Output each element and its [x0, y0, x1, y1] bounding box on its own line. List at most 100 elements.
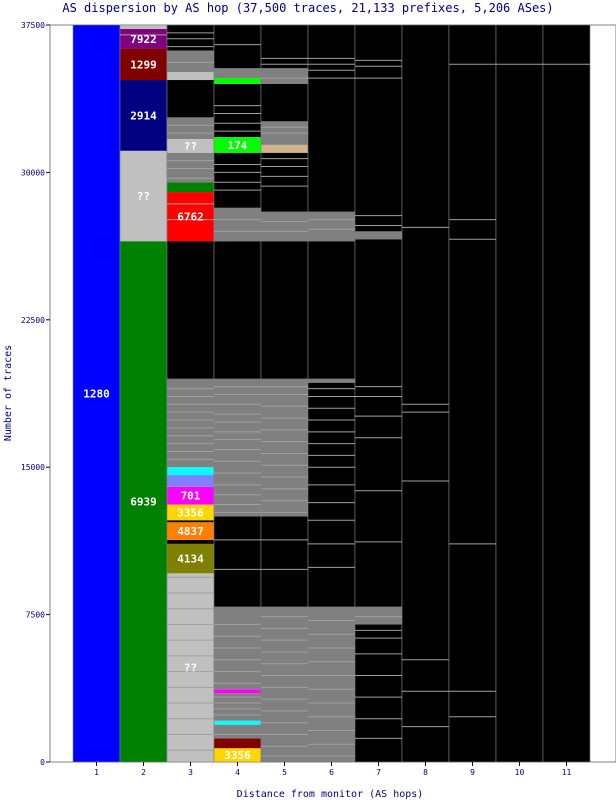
- bar-segment-hop-4-10: [214, 207, 261, 242]
- separator-lines: [120, 32, 590, 757]
- segment-label-hop-3: 701: [181, 490, 201, 503]
- bar-segment-hop-4-15: [214, 68, 261, 79]
- x-tick-label-9: 9: [470, 768, 475, 777]
- bar-segment-hop-3-9: [167, 378, 214, 468]
- bar-segment-hop-3-15: [167, 117, 214, 139]
- x-axis: 1 2 3 4 5 6 7 8 9 10 11: [94, 762, 571, 777]
- bar-segment-hop-3-14: [167, 138, 214, 153]
- bar-segment-hop-4-12: [214, 137, 261, 153]
- segment-label-hop-2: ??: [137, 190, 150, 203]
- y-tick-label-7500: 7500: [26, 611, 45, 620]
- x-tick-label-6: 6: [329, 768, 334, 777]
- bar-segment-hop-4-5: [214, 689, 261, 694]
- y-axis: 0 7500 15000 22500 30000 37500: [21, 21, 50, 767]
- bar-segment-hop-4-9: [214, 241, 261, 379]
- bar-segment-hop-6-5: [308, 25, 355, 212]
- bar-segment-hop-9-0: [449, 25, 496, 762]
- x-tick-label-3: 3: [188, 768, 193, 777]
- bar-segment-hop-3-16: [167, 80, 214, 118]
- segment-label-hop-3: 4837: [177, 525, 204, 538]
- x-tick-label-4: 4: [235, 768, 240, 777]
- bar-segment-hop-2-0: [120, 241, 167, 763]
- bar-segment-hop-3-5: [167, 504, 214, 521]
- segment-label-hop-1: 1280: [83, 388, 110, 401]
- segment-labels: 1280 6939?? 2914 1299 7922?? 4134 4837 3356 701 6…: [83, 33, 251, 762]
- bar-segment-hop-3-11: [167, 192, 214, 242]
- bar-segment-hop-5-6: [261, 144, 308, 153]
- bar-segment-hop-3-17: [167, 72, 214, 81]
- bar-segment-hop-2-1: [120, 150, 167, 242]
- bar-segment-hop-3-13: [167, 152, 214, 183]
- bar-segment-hop-5-1: [261, 516, 308, 607]
- bar-segment-hop-4-4: [214, 693, 261, 721]
- bar-segment-hop-10-0: [496, 25, 543, 762]
- x-tick-label-5: 5: [282, 768, 287, 777]
- bar-segment-hop-8-0: [402, 25, 449, 762]
- bar-segment-hop-3-6: [167, 486, 214, 505]
- bar-segment-hop-7-2: [355, 239, 402, 607]
- bar-segment-hop-2-3: [120, 48, 167, 81]
- bar-stacks: [72, 24, 591, 763]
- bar-segment-hop-4-1: [214, 738, 261, 749]
- bar-segment-hop-4-3: [214, 720, 261, 725]
- segment-label-hop-4: 3356: [224, 749, 251, 762]
- y-axis-label: Number of traces: [3, 345, 14, 441]
- segment-label-hop-2: 6939: [130, 496, 157, 509]
- bar-segment-hop-3-0: [167, 573, 214, 762]
- bar-segment-hop-7-3: [355, 231, 402, 240]
- bar-segment-hop-7-1: [355, 606, 402, 625]
- y-tick-label-15000: 15000: [21, 463, 45, 472]
- bar-segment-hop-3-10: [167, 241, 214, 379]
- bar-segment-hop-3-8: [167, 467, 214, 476]
- bar-segment-hop-3-3: [167, 522, 214, 540]
- bar-segment-hop-5-8: [261, 83, 308, 122]
- bar-segment-hop-4-16: [214, 25, 261, 69]
- bar-segment-hop-7-0: [355, 624, 402, 762]
- chart-title: AS dispersion by AS hop (37,500 traces, …: [62, 1, 553, 15]
- segment-label-hop-3: ??: [184, 140, 197, 153]
- bar-segment-hop-4-0: [214, 748, 261, 762]
- bar-segment-hop-4-14: [214, 78, 261, 84]
- bar-segment-hop-4-7: [214, 516, 261, 607]
- y-tick-label-37500: 37500: [21, 21, 45, 30]
- bar-segment-hop-6-1: [308, 382, 355, 607]
- y-tick-label-30000: 30000: [21, 168, 45, 177]
- bar-segment-hop-2-4: [120, 28, 167, 49]
- segment-label-hop-4: 174: [228, 139, 248, 152]
- segment-label-hop-3: 3356: [177, 506, 204, 519]
- x-tick-label-2: 2: [141, 768, 146, 777]
- bar-segment-hop-5-10: [261, 25, 308, 69]
- bar-segment-hop-6-2: [308, 378, 355, 383]
- bar-segment-hop-3-1: [167, 543, 214, 574]
- bar-segment-hop-5-4: [261, 211, 308, 242]
- bar-segment-hop-3-2: [167, 539, 214, 544]
- bar-segment-hop-2-2: [120, 80, 167, 151]
- y-tick-label-0: 0: [40, 758, 45, 767]
- bar-segment-hop-5-5: [261, 152, 308, 212]
- bar-segment-hop-4-2: [214, 724, 261, 739]
- bar-segment-hop-4-8: [214, 378, 261, 517]
- bar-segment-hop-5-9: [261, 68, 308, 84]
- bar-segment-hop-5-2: [261, 378, 308, 517]
- x-tick-label-7: 7: [376, 768, 381, 777]
- bar-segment-hop-5-3: [261, 241, 308, 379]
- bar-segment-hop-6-4: [308, 211, 355, 242]
- bar-segment-hop-2-5: [120, 25, 167, 29]
- segment-label-hop-2: 2914: [130, 109, 157, 122]
- x-tick-label-1: 1: [94, 768, 99, 777]
- bar-segment-hop-4-13: [214, 83, 261, 138]
- bar-segment-hop-5-0: [261, 606, 308, 762]
- x-tick-label-8: 8: [423, 768, 428, 777]
- bar-segment-hop-11-0: [543, 25, 590, 762]
- x-tick-label-10: 10: [515, 768, 525, 777]
- segment-label-hop-3: ??: [184, 662, 197, 675]
- bar-segment-hop-1-0: [73, 25, 120, 762]
- bar-segment-hop-4-11: [214, 152, 261, 208]
- segment-label-hop-3: 6762: [177, 211, 204, 224]
- x-tick-label-11: 11: [562, 768, 572, 777]
- bar-segment-hop-6-3: [308, 241, 355, 379]
- bar-segment-hop-3-18: [167, 50, 214, 73]
- segment-label-hop-2: 7922: [130, 33, 157, 46]
- segment-label-hop-3: 4134: [177, 553, 204, 566]
